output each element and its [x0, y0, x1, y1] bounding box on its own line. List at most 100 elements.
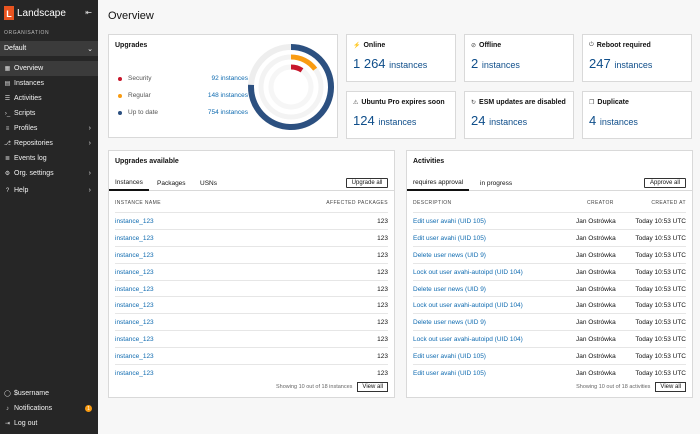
- activity-created-at: Today 10:53 UTC: [635, 285, 686, 293]
- brand[interactable]: L Landscape: [4, 6, 66, 20]
- sidebar-item-instances[interactable]: ▤ Instances: [0, 76, 98, 91]
- collapse-sidebar-icon[interactable]: ⇤: [85, 8, 92, 17]
- security-arc[interactable]: [290, 64, 304, 73]
- stat-value[interactable]: 247 instances: [589, 56, 652, 71]
- user-icon: ◯: [4, 391, 11, 397]
- activity-created-at: Today 10:53 UTC: [635, 218, 686, 225]
- tab-requires-approval[interactable]: requires approval: [407, 175, 470, 191]
- activity-link[interactable]: Lock out user avahi-autoipd (UID 104): [413, 268, 523, 276]
- instance-link[interactable]: instance_123: [115, 285, 154, 293]
- stat-unit: instances: [389, 60, 428, 70]
- table-row: instance_123 123: [115, 313, 388, 330]
- affected-packages-count: 123: [377, 370, 388, 378]
- activity-creator: Jan Ostrówka: [576, 234, 616, 242]
- activity-creator: Jan Ostrówka: [576, 268, 616, 276]
- affected-packages-count: 123: [377, 353, 388, 361]
- sidebar-item-username[interactable]: ◯ $username: [0, 386, 98, 401]
- activity-creator: Jan Ostrówka: [576, 319, 616, 327]
- warning-icon: ⚠: [353, 100, 359, 106]
- instance-link[interactable]: instance_123: [115, 370, 154, 378]
- instance-link[interactable]: instance_123: [115, 302, 154, 310]
- stat-card-offline[interactable]: ⊘ Offline 2 instances: [464, 34, 574, 82]
- table-row: instance_123 123: [115, 262, 388, 280]
- upgrade-legend-item-security[interactable]: Security 92 instances: [118, 70, 248, 87]
- stat-count: 1 264: [353, 56, 386, 71]
- upgrades-footer: Showing 10 out of 18 instances View all: [276, 382, 388, 392]
- upgrade-legend-item-up-to-date[interactable]: Up to date 754 instances: [118, 104, 248, 121]
- tab-in-progress[interactable]: in progress: [480, 179, 513, 187]
- sidebar-item-label: Events log: [14, 155, 47, 162]
- instance-link[interactable]: instance_123: [115, 353, 154, 361]
- sidebar-item-repositories[interactable]: ⎇ Repositories ›: [0, 136, 98, 151]
- plug-icon: ⚡: [353, 43, 361, 49]
- sidebar-item-help[interactable]: ? Help ›: [0, 183, 98, 198]
- legend-value[interactable]: 148 instances: [207, 92, 248, 99]
- legend-label: Regular: [128, 92, 151, 99]
- legend-value[interactable]: 92 instances: [211, 75, 249, 82]
- stat-value[interactable]: 124 instances: [353, 113, 416, 128]
- affected-packages-count: 123: [377, 218, 388, 225]
- stat-card-online[interactable]: ⚡ Online 1 264 instances: [346, 34, 456, 82]
- activity-link[interactable]: Edit user avahi (UID 105): [413, 370, 486, 378]
- instance-link[interactable]: instance_123: [115, 251, 154, 259]
- app-name: Landscape: [17, 7, 66, 19]
- sidebar-nav: ▦ Overview ▤ Instances ☰ Activities ›_ Scripts ≡…: [0, 61, 98, 198]
- instance-link[interactable]: instance_123: [115, 336, 154, 344]
- upgrade-legend-item-regular[interactable]: Regular 148 instances: [118, 87, 248, 104]
- activity-link[interactable]: Lock out user avahi-autoipd (UID 104): [413, 336, 523, 344]
- activity-creator: Jan Ostrówka: [576, 353, 616, 361]
- sidebar-item-events-log[interactable]: ≣ Events log: [0, 151, 98, 166]
- stat-title-text: Reboot required: [596, 42, 651, 49]
- legend-value[interactable]: 754 instances: [207, 109, 248, 116]
- stat-card-title: ⊘ Offline: [471, 42, 501, 49]
- tab-instances[interactable]: Instances: [109, 175, 149, 191]
- sidebar-item-profiles[interactable]: ≡ Profiles ›: [0, 121, 98, 136]
- view-all-instances-button[interactable]: View all: [357, 382, 388, 392]
- table-row: Edit user avahi (UID 105) Jan Ostrówka Tod…: [413, 347, 686, 364]
- activity-link[interactable]: Edit user avahi (UID 105): [413, 234, 486, 242]
- events-log-icon: ≣: [4, 156, 11, 162]
- view-all-activities-button[interactable]: View all: [655, 382, 686, 392]
- activity-link[interactable]: Lock out user avahi-autoipd (UID 104): [413, 302, 523, 310]
- activity-creator: Jan Ostrówka: [576, 218, 616, 225]
- tab-usns[interactable]: USNs: [200, 179, 217, 187]
- stat-value[interactable]: 2 instances: [471, 56, 520, 71]
- tab-packages[interactable]: Packages: [157, 179, 186, 187]
- regular-arc[interactable]: [290, 54, 318, 71]
- upgrades-table-body: instance_123 123 instance_123 123 instance_1…: [115, 212, 388, 381]
- affected-packages-count: 123: [377, 302, 388, 310]
- stat-card-esm-updates-are-disabled[interactable]: ↻ ESM updates are disabled 24 instances: [464, 91, 574, 139]
- upgrade-all-button[interactable]: Upgrade all: [346, 178, 388, 188]
- stat-count: 247: [589, 56, 611, 71]
- activities-panel: Activities requires approval in progress…: [406, 150, 693, 398]
- up-to-date-arc[interactable]: [248, 44, 334, 130]
- approve-all-button[interactable]: Approve all: [644, 178, 686, 188]
- activity-link[interactable]: Edit user avahi (UID 105): [413, 353, 486, 361]
- activity-created-at: Today 10:53 UTC: [635, 234, 686, 242]
- sidebar-item-org-settings[interactable]: ⚙ Org. settings ›: [0, 166, 98, 181]
- activity-link[interactable]: Edit user avahi (UID 105): [413, 218, 486, 225]
- sidebar-item-scripts[interactable]: ›_ Scripts: [0, 106, 98, 121]
- settings-icon: ⚙: [4, 171, 11, 177]
- organisation-select[interactable]: Default ⌄: [0, 41, 98, 56]
- organisation-value: Default: [4, 45, 27, 52]
- stat-value[interactable]: 1 264 instances: [353, 56, 427, 71]
- instance-link[interactable]: instance_123: [115, 268, 154, 276]
- stat-card-ubuntu-pro-expires-soon[interactable]: ⚠ Ubuntu Pro expires soon 124 instances: [346, 91, 456, 139]
- stat-value[interactable]: 24 instances: [471, 113, 527, 128]
- activity-link[interactable]: Delete user news (UID 9): [413, 319, 486, 327]
- stat-card-reboot-required[interactable]: ⏻ Reboot required 247 instances: [582, 34, 692, 82]
- stat-card-duplicate[interactable]: ❐ Duplicate 4 instances: [582, 91, 692, 139]
- instance-link[interactable]: instance_123: [115, 218, 154, 225]
- sidebar-item-log-out[interactable]: ⇥ Log out: [0, 416, 98, 431]
- instance-link[interactable]: instance_123: [115, 319, 154, 327]
- landscape-logo: L: [4, 6, 14, 20]
- activity-link[interactable]: Delete user news (UID 9): [413, 285, 486, 293]
- sidebar-item-overview[interactable]: ▦ Overview: [0, 61, 98, 76]
- column-affected-packages: AFFECTED PACKAGES: [326, 200, 388, 206]
- stat-value[interactable]: 4 instances: [589, 113, 638, 128]
- sidebar-item-notifications[interactable]: ♪ Notifications 1: [0, 401, 98, 416]
- instance-link[interactable]: instance_123: [115, 234, 154, 242]
- activity-link[interactable]: Delete user news (UID 9): [413, 251, 486, 259]
- sidebar-item-activities[interactable]: ☰ Activities: [0, 91, 98, 106]
